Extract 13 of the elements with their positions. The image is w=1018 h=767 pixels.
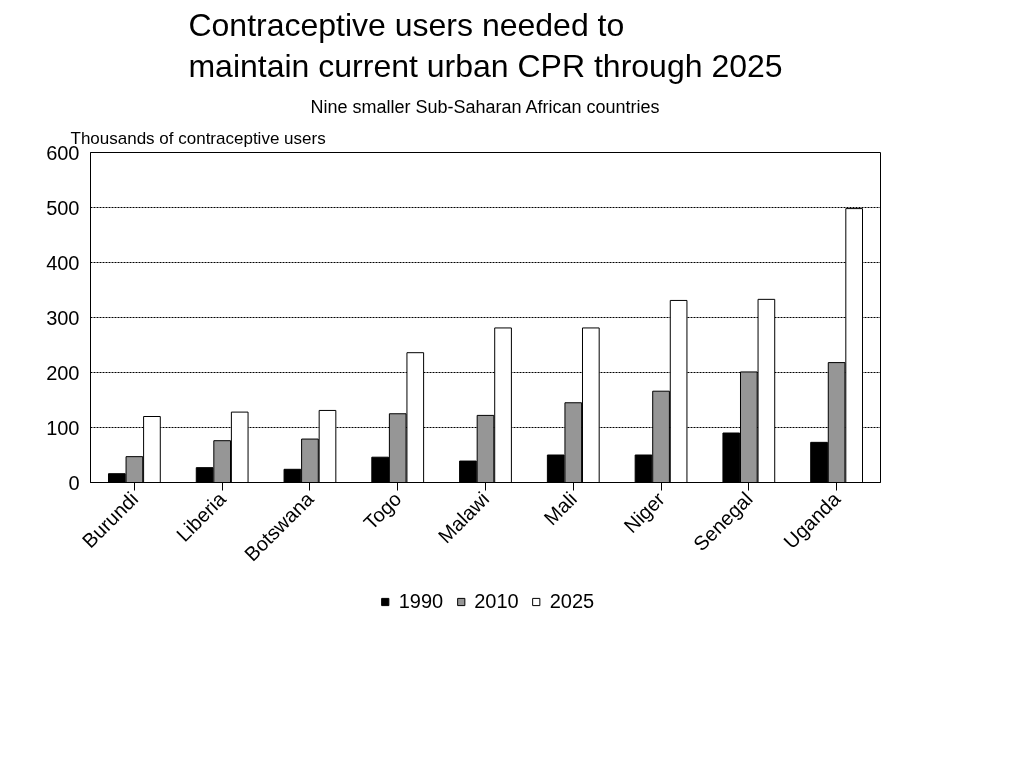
x-tick-label: Togo (359, 487, 406, 534)
x-tick-label: Mali (539, 487, 582, 530)
legend-label: 1990 (398, 589, 444, 613)
legend-label: 2010 (474, 589, 519, 613)
y-tick-label: 500 (46, 196, 80, 219)
y-tick-label: 300 (46, 306, 80, 329)
chart-title: Contraceptive users needed to maintain current urban CPR through 2025 (188, 7, 783, 85)
legend-label: 2025 (549, 589, 595, 613)
y-tick-label: 200 (46, 361, 80, 384)
y-tick-label: 0 (68, 471, 80, 494)
chart-subtitle: Nine smaller Sub-Saharan African countries (310, 96, 660, 117)
y-tick-label: 400 (46, 251, 80, 274)
y-tick-label: 100 (46, 416, 80, 439)
